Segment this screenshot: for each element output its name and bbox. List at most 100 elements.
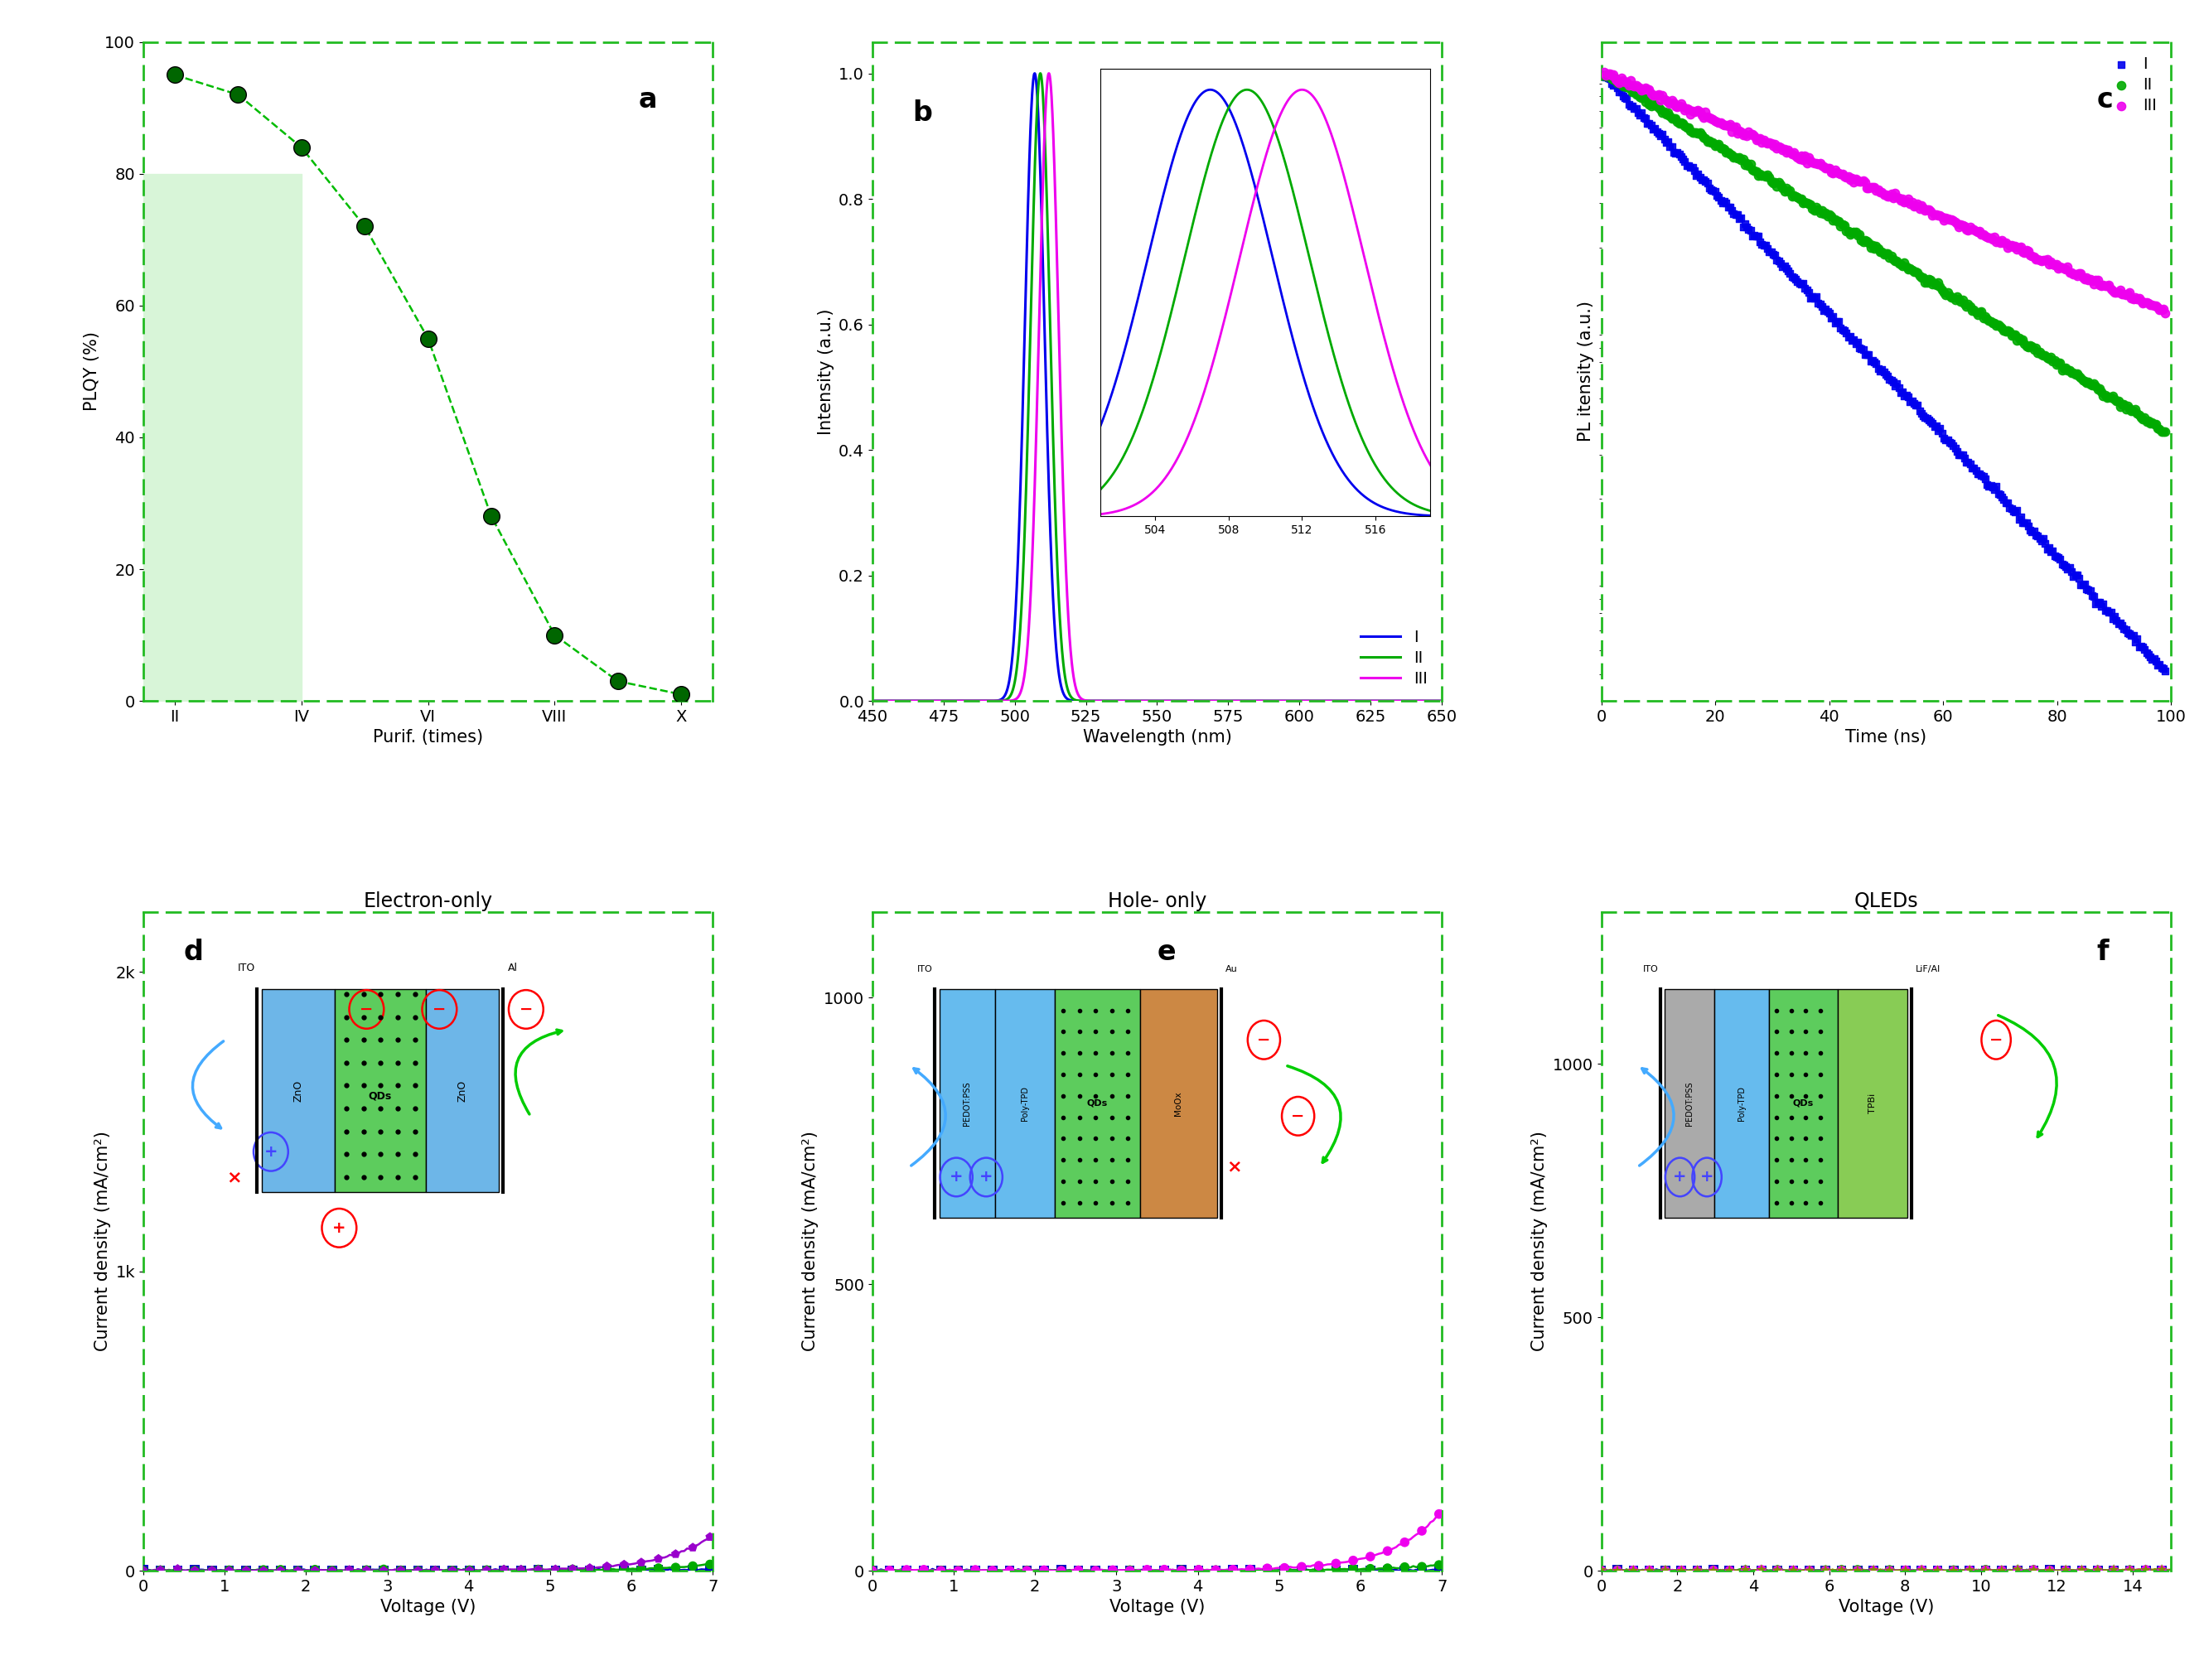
Point [1759,1557,1794,1584]
III [1940,210,1975,237]
III [1825,161,1860,188]
I [1858,349,1893,376]
Point [1285,1557,1320,1584]
III [2096,277,2131,304]
I [2059,561,2094,588]
Point [2111,1557,2147,1584]
II [1593,66,1629,92]
II [2133,410,2169,437]
Point [1825,1556,1860,1583]
I [2120,625,2156,652]
III [1677,99,1713,126]
II [2105,391,2140,418]
Point [906,1557,941,1584]
II [1748,163,1783,190]
Point [1250,1556,1285,1583]
Point [1953,1557,1988,1584]
II [1605,72,1640,99]
Point [1840,1556,1876,1583]
Point [2096,1556,2131,1583]
II [1823,213,1858,240]
Point [692,1524,727,1551]
I [1990,489,2025,516]
III [1843,168,1878,195]
I [1977,475,2012,502]
III [1869,181,1904,208]
I [2133,643,2169,670]
III [2065,264,2100,291]
II [1845,228,1880,255]
II [1624,84,1660,111]
I [1843,336,1878,363]
II [1622,84,1657,111]
I [1951,449,1986,475]
II [1986,318,2021,344]
III [2116,286,2151,312]
Point [1232,1556,1267,1583]
I [2043,546,2078,573]
III [1951,217,1986,244]
Point [1935,1557,1970,1584]
I [1763,250,1798,277]
III [1781,144,1816,171]
III [1730,118,1765,144]
I [1122,690,1148,711]
II [1737,158,1772,185]
II [1957,299,1992,326]
III [1721,118,1757,144]
Point [959,1556,994,1583]
I [2070,576,2105,603]
III [2136,292,2171,319]
II [1966,304,2001,331]
III [1942,213,1977,240]
II [1858,234,1893,260]
II [2111,395,2147,422]
II [1794,192,1829,218]
III [1624,77,1660,104]
Point [1267,1556,1303,1583]
Point [1984,1557,2019,1584]
I [1754,239,1790,265]
III [1651,89,1686,116]
I [1829,319,1865,346]
Point [2081,1557,2116,1584]
III [1893,188,1929,215]
III [2034,250,2070,277]
II [1739,158,1774,185]
II [1935,284,1970,311]
III [1955,217,1990,244]
III [1642,81,1677,108]
I [1840,329,1876,356]
II [1873,244,1909,270]
I [2116,622,2151,648]
III [1873,180,1909,207]
Point [1999,1556,2034,1583]
III [1750,129,1785,156]
II [1920,269,1955,296]
II [2070,370,2105,396]
III [1856,175,1891,202]
II [2014,333,2050,360]
I [2021,524,2056,551]
III [1779,143,1814,170]
II [1673,118,1708,144]
I [1706,188,1741,215]
II [1937,286,1973,312]
Point [624,1556,659,1583]
I [1803,291,1838,318]
I [1732,217,1768,244]
Point [1267,1557,1303,1584]
II [2100,388,2136,415]
I [1704,186,1739,213]
Point [1840,1557,1876,1584]
I [2118,628,2153,655]
I [2001,506,2036,533]
I [2050,556,2085,583]
II [1701,131,1737,158]
II [1871,244,1906,270]
Point [1871,1556,1906,1583]
I [1988,489,2023,516]
I [1596,72,1631,99]
III [1913,198,1948,225]
II [1832,220,1867,247]
